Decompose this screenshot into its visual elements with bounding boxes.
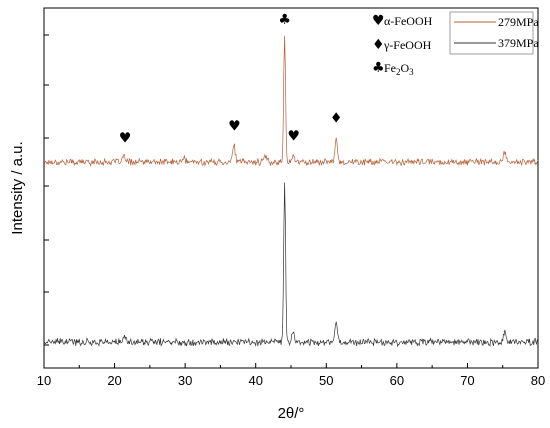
series-line-279mpa bbox=[43, 35, 539, 167]
phase-o: O bbox=[401, 61, 410, 75]
peak-marker-4: ♥ bbox=[288, 129, 301, 145]
x-tick-label: 50 bbox=[319, 373, 333, 388]
x-tick-label: 40 bbox=[248, 373, 262, 388]
peak-marker-1: ♥ bbox=[119, 131, 132, 147]
x-tick-label: 10 bbox=[37, 373, 51, 388]
series-line-379mpa bbox=[43, 182, 539, 348]
y-axis-title: Intensity / a.u. bbox=[9, 141, 26, 234]
x-tick-label: 70 bbox=[460, 373, 474, 388]
phase-legend-item-2-symbol: ♦ bbox=[372, 37, 385, 53]
phase-legend: ♥ α-FeOOH ♦ γ-FeOOH ♣ Fe2O3 bbox=[372, 13, 433, 77]
peak-annotations: ♥ ♥ ♣ ♥ ♦ bbox=[119, 12, 343, 147]
peak-marker-5: ♦ bbox=[330, 111, 343, 127]
x-axis-title: 2θ/° bbox=[278, 405, 305, 422]
phase-sub-1: 2 bbox=[396, 67, 401, 77]
series-legend-box bbox=[449, 11, 534, 55]
phase-legend-item-1-label: α-FeOOH bbox=[384, 14, 433, 28]
phase-legend-item-3-symbol: ♣ bbox=[372, 60, 385, 76]
series-legend: 279MPa 379MPa bbox=[449, 11, 539, 55]
x-tick-label: 80 bbox=[531, 373, 545, 388]
x-tick-label: 30 bbox=[178, 373, 192, 388]
peak-marker-2: ♥ bbox=[228, 118, 241, 134]
phase-legend-item-2-label: γ-FeOOH bbox=[383, 38, 432, 52]
legend-label-279mpa: 279MPa bbox=[498, 15, 539, 29]
x-tick-label: 60 bbox=[390, 373, 404, 388]
legend-label-379mpa: 379MPa bbox=[498, 36, 539, 50]
x-axis-ticks: 10 20 30 40 50 60 70 80 bbox=[37, 363, 545, 388]
series-layer bbox=[43, 35, 539, 348]
x-tick-label: 20 bbox=[107, 373, 121, 388]
phase-legend-item-1-symbol: ♥ bbox=[372, 13, 385, 29]
phase-sub-2: 3 bbox=[409, 67, 414, 77]
phase-fe: Fe bbox=[384, 61, 396, 75]
y-axis-ticks bbox=[44, 34, 49, 346]
peak-marker-3: ♣ bbox=[278, 12, 291, 28]
plot-frame bbox=[43, 7, 539, 369]
phase-legend-item-3-label: Fe2O3 bbox=[384, 61, 414, 77]
